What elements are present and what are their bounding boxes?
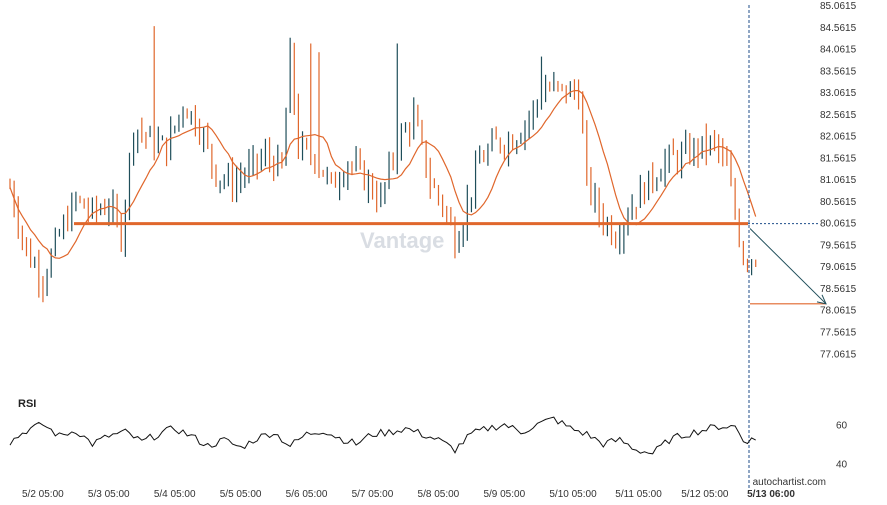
rsi-title: RSI xyxy=(18,398,36,410)
price-tick-label: 82.0615 xyxy=(820,132,857,143)
price-tick-label: 84.0615 xyxy=(820,45,857,56)
price-tick-label: 79.5615 xyxy=(820,240,857,251)
forecast-arrow xyxy=(749,228,827,305)
time-axis: 5/2 05:00 5/3 05:00 5/4 05:00 5/5 05:00 5/6 … xyxy=(22,489,795,500)
time-tick-label: 5/7 05:00 xyxy=(352,489,394,500)
price-tick-label: 78.5615 xyxy=(820,284,857,295)
price-tick-label: 81.5615 xyxy=(820,153,857,164)
price-tick-label: 80.5615 xyxy=(820,197,857,208)
time-tick-label: 5/10 05:00 xyxy=(549,489,597,500)
time-tick-label: 5/8 05:00 xyxy=(418,489,460,500)
time-tick-label: 5/9 05:00 xyxy=(483,489,525,500)
price-tick-label: 83.5615 xyxy=(820,66,857,77)
price-tick-label: 85.0615 xyxy=(820,1,857,12)
forecast-arrow-head xyxy=(816,294,827,305)
price-tick-label: 79.0615 xyxy=(820,262,857,273)
price-tick-label: 81.0615 xyxy=(820,175,857,186)
rsi-tick-label: 60 xyxy=(836,420,848,431)
time-tick-label: 5/12 05:00 xyxy=(681,489,729,500)
rsi-tick-label: 40 xyxy=(836,459,848,470)
rsi-line xyxy=(9,416,756,455)
price-tick-label: 83.0615 xyxy=(820,88,857,99)
price-tick-label: 77.5615 xyxy=(820,327,857,338)
time-tick-label: 5/5 05:00 xyxy=(220,489,262,500)
forecast-arrow-shaft xyxy=(749,228,827,305)
price-bars xyxy=(9,26,757,303)
price-tick-label: 82.5615 xyxy=(820,110,857,121)
time-tick-label: 5/2 05:00 xyxy=(22,489,64,500)
price-tick-label: 80.0615 xyxy=(820,219,857,230)
price-axis: 85.0615 84.5615 84.0615 83.5615 83.0615 82.56… xyxy=(820,1,857,360)
time-tick-label: 5/6 05:00 xyxy=(286,489,328,500)
credit-text: autochartist.com xyxy=(753,477,826,488)
time-tick-label: 5/3 05:00 xyxy=(88,489,130,500)
price-tick-label: 84.5615 xyxy=(820,23,857,34)
watermark: Vantage xyxy=(360,228,444,253)
rsi-axis: 60 40 xyxy=(836,420,848,470)
time-tick-label: 5/13 06:00 xyxy=(747,489,795,500)
time-tick-label: 5/4 05:00 xyxy=(154,489,196,500)
price-tick-label: 77.0615 xyxy=(820,349,857,360)
price-tick-label: 78.0615 xyxy=(820,306,857,317)
time-tick-label: 5/11 05:00 xyxy=(615,489,662,500)
